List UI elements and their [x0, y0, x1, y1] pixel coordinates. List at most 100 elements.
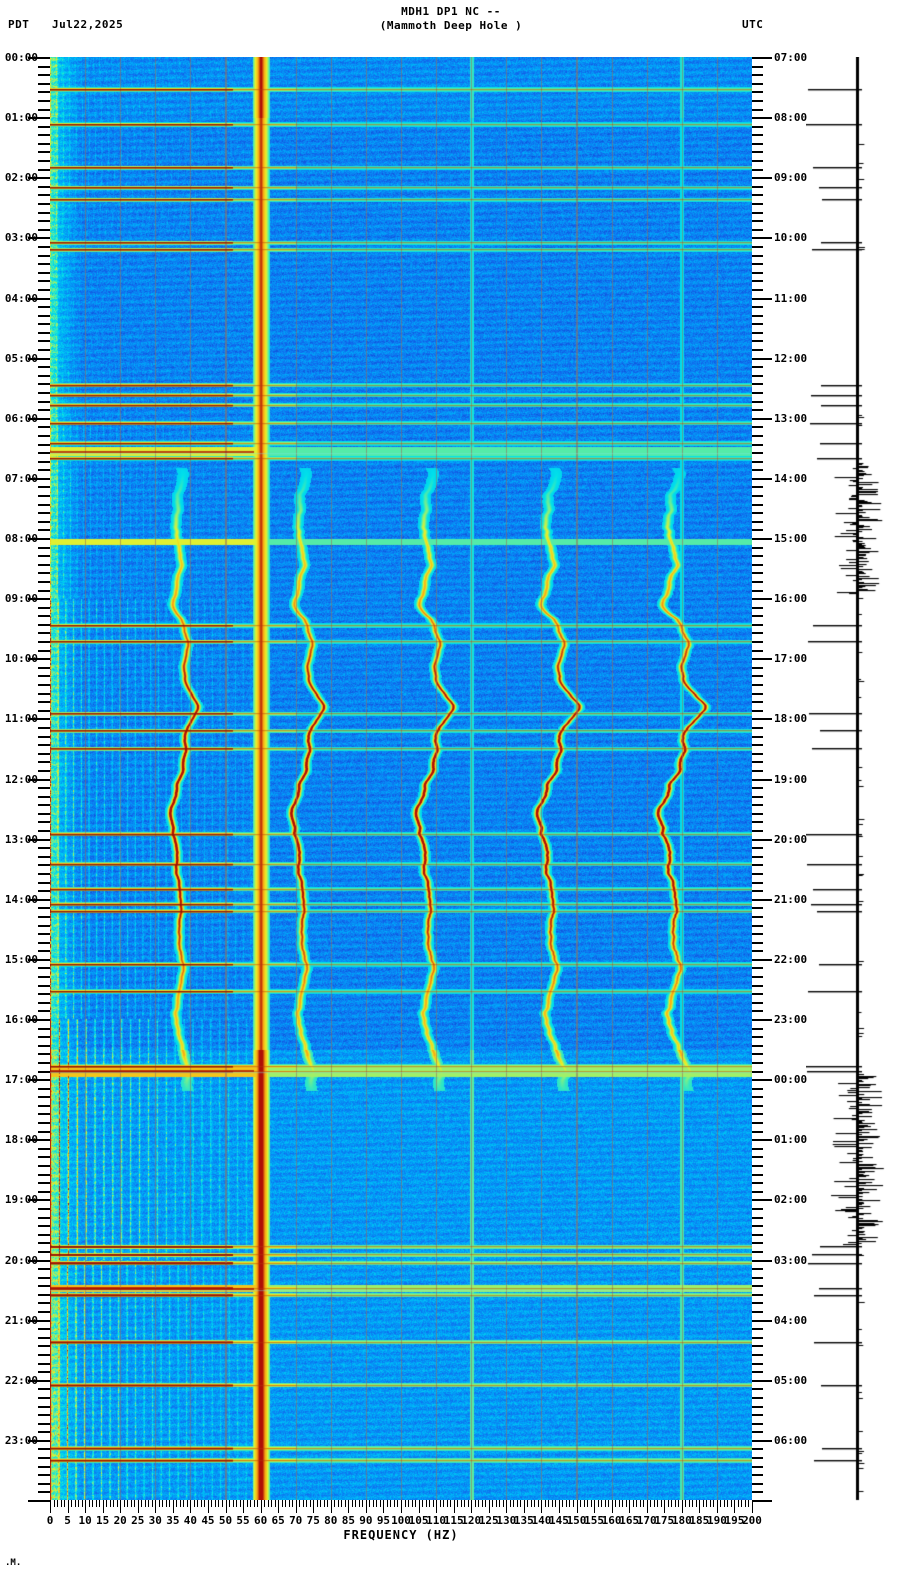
- time-tick-minor: [38, 1482, 50, 1485]
- freq-tick-minor: [467, 1500, 469, 1507]
- time-tick-minor: [752, 1388, 763, 1391]
- freq-tick-minor: [337, 1500, 339, 1507]
- time-tick-minor: [38, 795, 50, 798]
- time-tick-major: [28, 1079, 50, 1082]
- freq-tick-minor: [323, 1500, 325, 1507]
- freq-label: 190: [706, 1514, 727, 1527]
- freq-tick-minor: [590, 1500, 592, 1507]
- time-tick-minor: [752, 692, 763, 695]
- time-tick-minor: [752, 1173, 763, 1176]
- freq-tick-minor: [78, 1500, 80, 1507]
- freq-tick-minor: [127, 1500, 129, 1507]
- time-tick-major: [752, 718, 772, 721]
- timezone-right-label: UTC: [742, 18, 764, 31]
- freq-tick-minor: [88, 1500, 90, 1507]
- time-tick-major: [752, 958, 772, 961]
- freq-tick-minor: [720, 1500, 722, 1507]
- freq-tick-minor: [667, 1500, 669, 1507]
- time-label-pdt: 03:00: [4, 231, 38, 245]
- time-tick-major: [28, 237, 50, 240]
- time-tick-minor: [752, 666, 763, 669]
- time-label-utc: 03:00: [774, 1253, 808, 1267]
- freq-tick-minor: [671, 1500, 673, 1507]
- time-tick-major: [752, 1079, 772, 1082]
- freq-tick-minor: [179, 1500, 181, 1507]
- freq-label: 185: [689, 1514, 710, 1527]
- freq-tick-minor: [601, 1500, 603, 1507]
- time-tick-minor: [752, 684, 763, 687]
- freq-label: 140: [531, 1514, 552, 1527]
- freq-tick-minor: [404, 1500, 406, 1507]
- freq-tick-minor: [702, 1500, 704, 1507]
- time-label-pdt: 19:00: [4, 1193, 38, 1207]
- freq-tick-minor: [81, 1500, 83, 1507]
- time-tick-minor: [38, 151, 50, 154]
- freq-tick-minor: [292, 1500, 294, 1507]
- freq-tick-minor: [176, 1500, 178, 1507]
- time-tick-minor: [752, 1465, 763, 1468]
- time-tick-minor: [752, 1362, 763, 1365]
- time-tick-minor: [752, 82, 763, 85]
- freq-tick-minor: [302, 1500, 304, 1507]
- time-tick-minor: [38, 1027, 50, 1030]
- time-axis-utc: 07:00 08:00 09:00 10:00 11:00 12:00 13:00 14:00…: [752, 51, 822, 1507]
- time-tick-minor: [752, 314, 763, 317]
- time-tick-minor: [38, 1431, 50, 1434]
- time-tick-minor: [38, 864, 50, 867]
- time-tick-minor: [38, 855, 50, 858]
- freq-tick-major: [137, 1500, 139, 1513]
- time-tick-minor: [38, 314, 50, 317]
- time-tick-minor: [752, 1010, 763, 1013]
- time-tick-minor: [38, 168, 50, 171]
- time-tick-minor: [752, 194, 763, 197]
- spectrogram-plot[interactable]: [50, 57, 752, 1500]
- time-tick-minor: [752, 872, 763, 875]
- time-tick-minor: [752, 1122, 763, 1125]
- time-label-pdt: 00:00: [4, 51, 38, 64]
- time-label-pdt: 09:00: [4, 592, 38, 606]
- time-tick-minor: [752, 1396, 763, 1399]
- time-tick-minor: [752, 744, 763, 747]
- time-tick-minor: [38, 726, 50, 729]
- timezone-left-label: PDT: [8, 18, 30, 31]
- time-tick-minor: [752, 933, 763, 936]
- time-tick-minor: [752, 615, 763, 618]
- time-label-utc: 00:00: [774, 1073, 808, 1087]
- time-tick-minor: [38, 160, 50, 163]
- time-tick-minor: [38, 976, 50, 979]
- time-tick-minor: [752, 306, 763, 309]
- time-tick-major: [28, 1199, 50, 1202]
- time-tick-minor: [38, 1207, 50, 1210]
- freq-tick-major: [155, 1500, 157, 1513]
- freq-tick-minor: [369, 1500, 371, 1507]
- time-tick-minor: [752, 563, 763, 566]
- time-tick-minor: [38, 941, 50, 944]
- freq-tick-minor: [485, 1500, 487, 1507]
- freq-tick-minor: [229, 1500, 230, 1507]
- freq-label: 180: [671, 1514, 692, 1527]
- time-tick-minor: [752, 1482, 763, 1485]
- freq-tick-major: [681, 1500, 683, 1513]
- time-tick-minor: [752, 1147, 763, 1150]
- time-tick-minor: [752, 374, 763, 377]
- time-tick-minor: [38, 529, 50, 532]
- time-tick-minor: [752, 1345, 763, 1348]
- freq-tick-major: [67, 1500, 69, 1513]
- freq-tick-minor: [60, 1500, 62, 1507]
- time-label-pdt: 05:00: [4, 351, 38, 365]
- freq-tick-minor: [450, 1500, 452, 1507]
- freq-tick-minor: [685, 1500, 687, 1507]
- time-tick-minor: [38, 512, 50, 515]
- time-label-utc: 05:00: [774, 1373, 808, 1387]
- time-tick-minor: [38, 1165, 50, 1168]
- time-tick-minor: [752, 220, 763, 223]
- time-label-utc: 04:00: [774, 1313, 808, 1327]
- freq-tick-minor: [71, 1500, 73, 1507]
- freq-tick-major: [418, 1500, 420, 1513]
- time-tick-minor: [38, 993, 50, 996]
- time-tick-major: [752, 1019, 772, 1021]
- freq-tick-minor: [351, 1500, 353, 1507]
- freq-tick-minor: [551, 1500, 553, 1507]
- time-tick-minor: [38, 1036, 50, 1039]
- time-tick-minor: [752, 1053, 763, 1056]
